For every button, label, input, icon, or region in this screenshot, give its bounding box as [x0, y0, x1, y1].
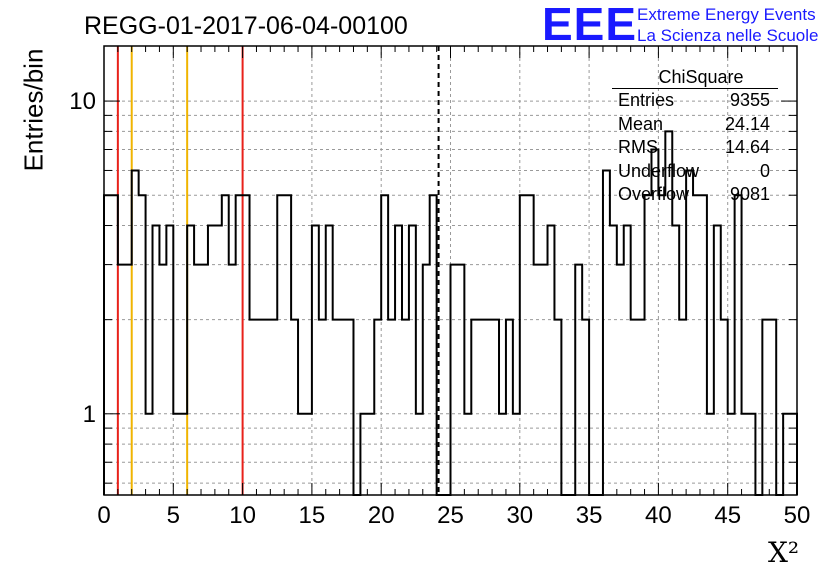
stats-value: 0 [759, 160, 770, 181]
x-tick-label: 15 [299, 502, 326, 529]
y-tick-label: 10 [69, 88, 96, 115]
stats-key: RMS [618, 137, 658, 157]
logo-mark: EEE [542, 0, 638, 50]
x-tick-label: 30 [506, 502, 533, 529]
x-axis-label: X² [768, 536, 800, 569]
x-tick-label: 5 [167, 502, 180, 529]
x-tick-label: 45 [714, 502, 741, 529]
stats-value: 9081 [729, 184, 770, 204]
x-tick-label: 0 [97, 502, 110, 529]
x-tick-label: 50 [784, 502, 811, 529]
stats-box: ChiSquare Entries 9355 Mean 24.14 RMS 14… [612, 66, 778, 207]
x-tick-label: 35 [576, 502, 603, 529]
stats-row-overflow: Overflow 9081 [612, 183, 778, 207]
stats-title: ChiSquare [612, 66, 778, 89]
stats-row-mean: Mean 24.14 [612, 113, 778, 137]
histogram-series [103, 130, 798, 496]
stats-value: 14.64 [724, 137, 770, 157]
stats-row-rms: RMS 14.64 [612, 136, 778, 160]
logo-subtitle-line1: Extreme Energy Events [637, 5, 816, 24]
stats-key: Underflow [618, 160, 700, 181]
stats-key: Entries [618, 90, 675, 110]
x-tick-label: 10 [229, 502, 256, 529]
y-axis-label: Entries/bin [18, 48, 49, 172]
stats-value: 24.14 [724, 113, 770, 134]
stats-row-entries: Entries 9355 [612, 89, 778, 113]
stats-row-underflow: Underflow 0 [612, 160, 778, 184]
stats-value: 9355 [729, 90, 770, 110]
stats-key: Mean [618, 113, 664, 134]
x-tick-label: 20 [368, 502, 395, 529]
logo-subtitle-line2: La Scienza nelle Scuole [637, 26, 819, 45]
stats-key: Overflow [618, 184, 690, 204]
x-tick-label: 25 [437, 502, 464, 529]
y-tick-label: 1 [83, 401, 96, 428]
x-tick-label: 40 [645, 502, 672, 529]
run-title: REGG-01-2017-06-04-00100 [84, 12, 408, 40]
